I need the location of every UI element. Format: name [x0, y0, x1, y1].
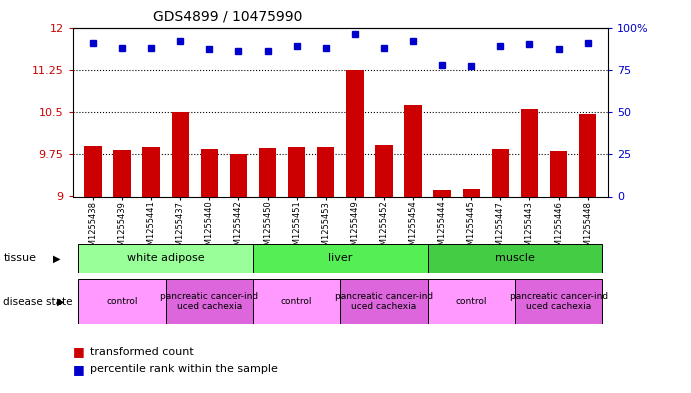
- Bar: [84, 146, 102, 196]
- Text: transformed count: transformed count: [90, 347, 193, 357]
- Bar: [428, 244, 603, 273]
- Bar: [229, 154, 247, 196]
- Bar: [375, 145, 392, 196]
- Text: control: control: [106, 297, 138, 306]
- Bar: [259, 148, 276, 196]
- Bar: [346, 70, 363, 196]
- Bar: [550, 151, 567, 196]
- Text: GDS4899 / 10475990: GDS4899 / 10475990: [153, 9, 302, 24]
- Bar: [579, 114, 596, 196]
- Bar: [253, 244, 428, 273]
- Text: pancreatic cancer-ind
uced cachexia: pancreatic cancer-ind uced cachexia: [509, 292, 607, 311]
- Text: control: control: [455, 297, 487, 306]
- Bar: [521, 108, 538, 196]
- Text: ■: ■: [73, 363, 84, 376]
- Text: pancreatic cancer-ind
uced cachexia: pancreatic cancer-ind uced cachexia: [335, 292, 433, 311]
- Text: ▶: ▶: [57, 297, 64, 307]
- Text: percentile rank within the sample: percentile rank within the sample: [90, 364, 278, 375]
- Bar: [492, 149, 509, 196]
- Text: white adipose: white adipose: [127, 253, 205, 263]
- Bar: [171, 112, 189, 196]
- Text: liver: liver: [328, 253, 352, 263]
- Bar: [142, 147, 160, 196]
- Text: muscle: muscle: [495, 253, 535, 263]
- Bar: [78, 244, 253, 273]
- Bar: [433, 190, 451, 196]
- Text: disease state: disease state: [3, 297, 73, 307]
- Bar: [78, 279, 166, 324]
- Bar: [166, 279, 253, 324]
- Text: control: control: [281, 297, 312, 306]
- Bar: [113, 150, 131, 196]
- Text: pancreatic cancer-ind
uced cachexia: pancreatic cancer-ind uced cachexia: [160, 292, 258, 311]
- Bar: [428, 279, 515, 324]
- Text: tissue: tissue: [3, 253, 37, 263]
- Bar: [404, 105, 422, 196]
- Bar: [462, 189, 480, 196]
- Bar: [253, 279, 341, 324]
- Bar: [200, 149, 218, 196]
- Bar: [341, 279, 428, 324]
- Bar: [288, 147, 305, 196]
- Bar: [515, 279, 603, 324]
- Text: ▶: ▶: [53, 253, 60, 263]
- Text: ■: ■: [73, 345, 84, 358]
- Bar: [317, 147, 334, 196]
